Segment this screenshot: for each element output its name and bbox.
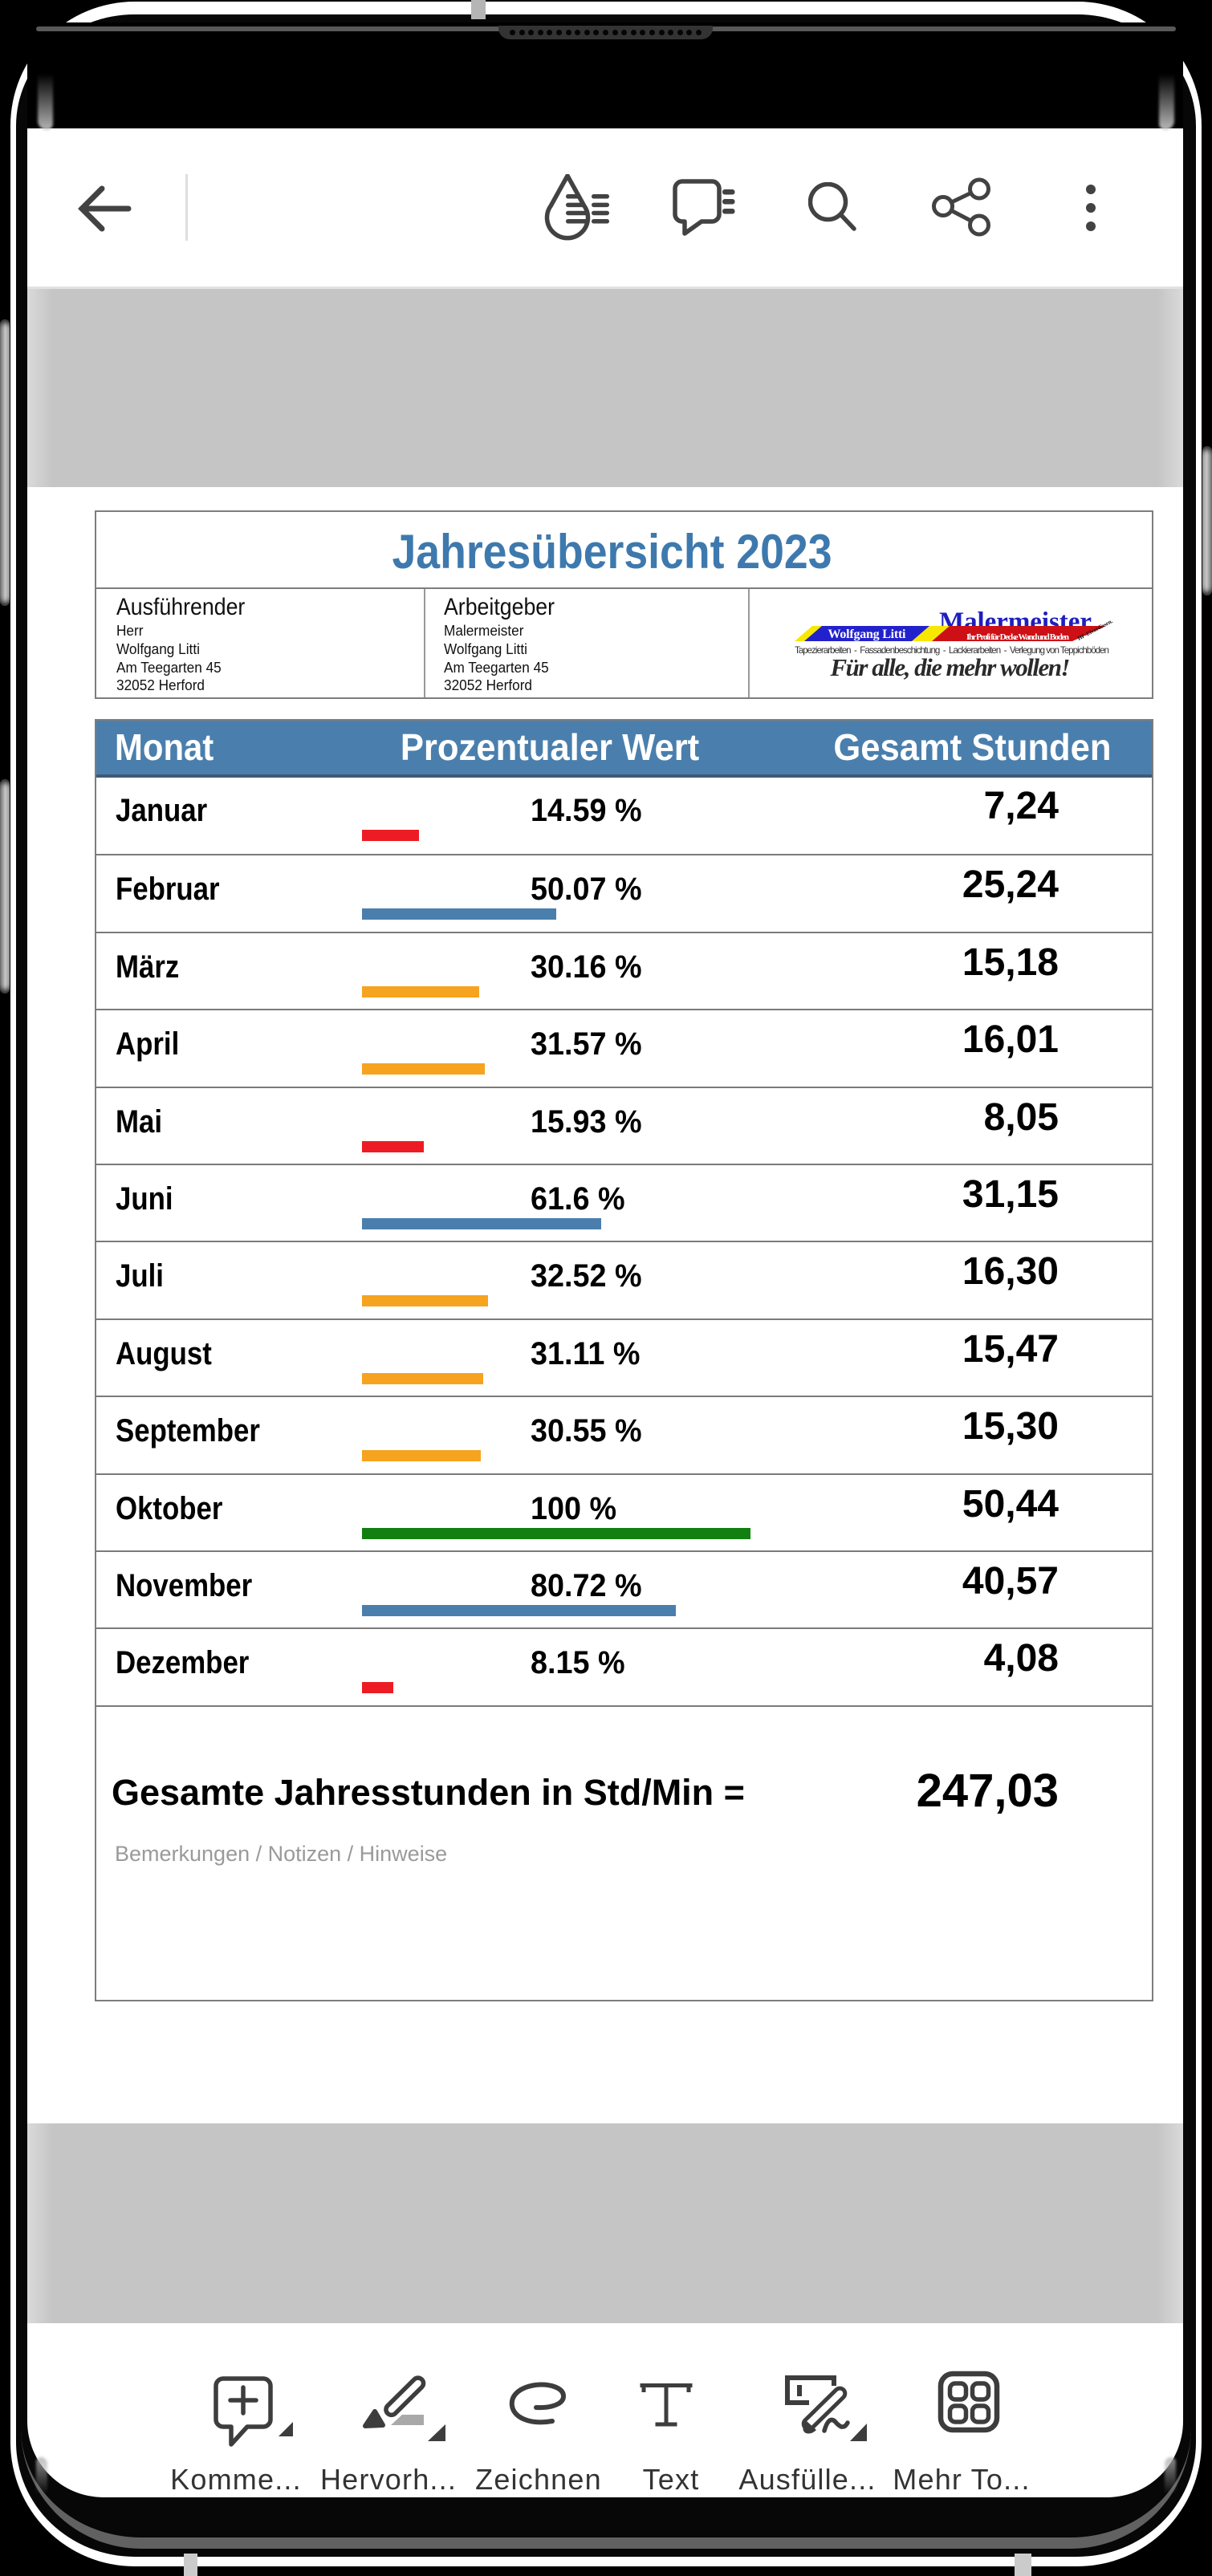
svg-text:Ihr Profi für Decke Wand und B: Ihr Profi für Decke Wand und Boden (966, 632, 1069, 642)
svg-text:Für alle, die mehr wollen!: Für alle, die mehr wollen! (830, 653, 1071, 681)
svg-text:Tapezierarbeiten - Fassadenb: Tapezierarbeiten - Fassadenbeschichtung … (795, 645, 1109, 656)
svg-text:Wolfgang Litti: Wolfgang Litti (828, 628, 907, 641)
